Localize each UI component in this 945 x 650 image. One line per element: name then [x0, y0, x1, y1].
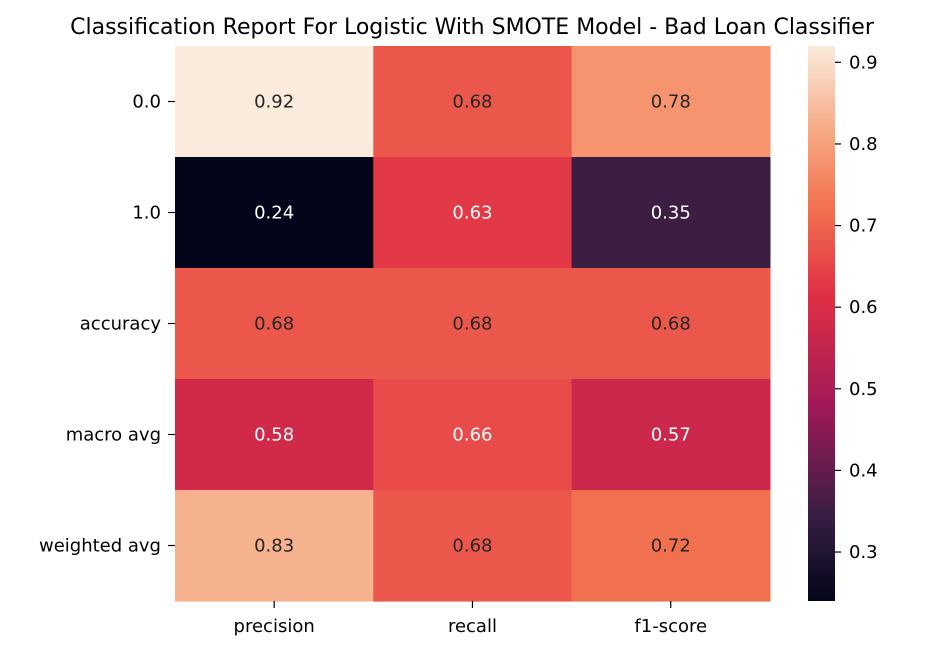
heatmap-cell: [373, 379, 573, 491]
y-tick-label: accuracy: [80, 314, 162, 335]
heatmap-cells: 0.92 0.68 0.78 0.24 0.63 0.35 0.68 0.68 0.68 0.58…: [175, 46, 771, 602]
cell-value-label: 0.68: [452, 92, 492, 113]
cell-value-label: 0.58: [254, 425, 294, 446]
cell-value-label: 0.66: [452, 425, 492, 446]
heatmap-cell: [373, 157, 573, 269]
x-tick-label: f1-score: [634, 616, 707, 637]
cell-value-label: 0.68: [452, 536, 492, 557]
cell-value-label: 0.78: [651, 92, 691, 113]
cell-value-label: 0.57: [651, 425, 691, 446]
heatmap-cell: [373, 268, 573, 380]
x-axis: precision recall f1-score: [234, 601, 707, 637]
colorbar-gradient: [808, 46, 835, 601]
heatmap-cell: [571, 268, 771, 380]
heatmap-cell: [571, 490, 771, 602]
heatmap-cell: [571, 157, 771, 269]
y-tick-label: weighted avg: [39, 536, 161, 557]
colorbar-tick-label: 0.6: [849, 297, 878, 318]
heatmap-cell: [175, 379, 374, 491]
cell-value-label: 0.68: [254, 314, 294, 335]
cell-value-label: 0.24: [254, 203, 294, 224]
y-tick-label: 0.0: [132, 92, 161, 113]
cell-value-label: 0.83: [254, 536, 294, 557]
heatmap-cell: [175, 157, 374, 269]
cell-value-label: 0.92: [254, 92, 294, 113]
colorbar-tick-label: 0.8: [849, 134, 878, 155]
colorbar-tick-label: 0.7: [849, 216, 878, 237]
chart-title: Classification Report For Logistic With …: [70, 15, 875, 40]
x-tick-label: precision: [234, 616, 315, 637]
colorbar-tick-label: 0.5: [849, 379, 878, 400]
heatmap-cell: [373, 490, 573, 602]
y-tick-label: 1.0: [132, 203, 161, 224]
heatmap-cell: [373, 46, 573, 158]
colorbar: 0.9 0.8 0.7 0.6 0.5 0.4 0.3: [808, 46, 878, 601]
cell-value-label: 0.72: [651, 536, 691, 557]
colorbar-tick-label: 0.4: [849, 460, 878, 481]
cell-value-label: 0.35: [651, 203, 691, 224]
y-axis: 0.0 1.0 accuracy macro avg weighted avg: [39, 92, 175, 557]
heatmap-cell: [175, 490, 374, 602]
cell-value-label: 0.68: [452, 314, 492, 335]
x-tick-label: recall: [448, 616, 497, 637]
cell-value-label: 0.63: [452, 203, 492, 224]
y-tick-label: macro avg: [66, 425, 161, 446]
heatmap-cell: [175, 46, 374, 158]
heatmap-cell: [571, 379, 771, 491]
colorbar-tick-label: 0.3: [849, 542, 878, 563]
colorbar-tick-label: 0.9: [849, 52, 878, 73]
heatmap-cell: [175, 268, 374, 380]
heatmap-cell: [571, 46, 771, 158]
cell-value-label: 0.68: [651, 314, 691, 335]
